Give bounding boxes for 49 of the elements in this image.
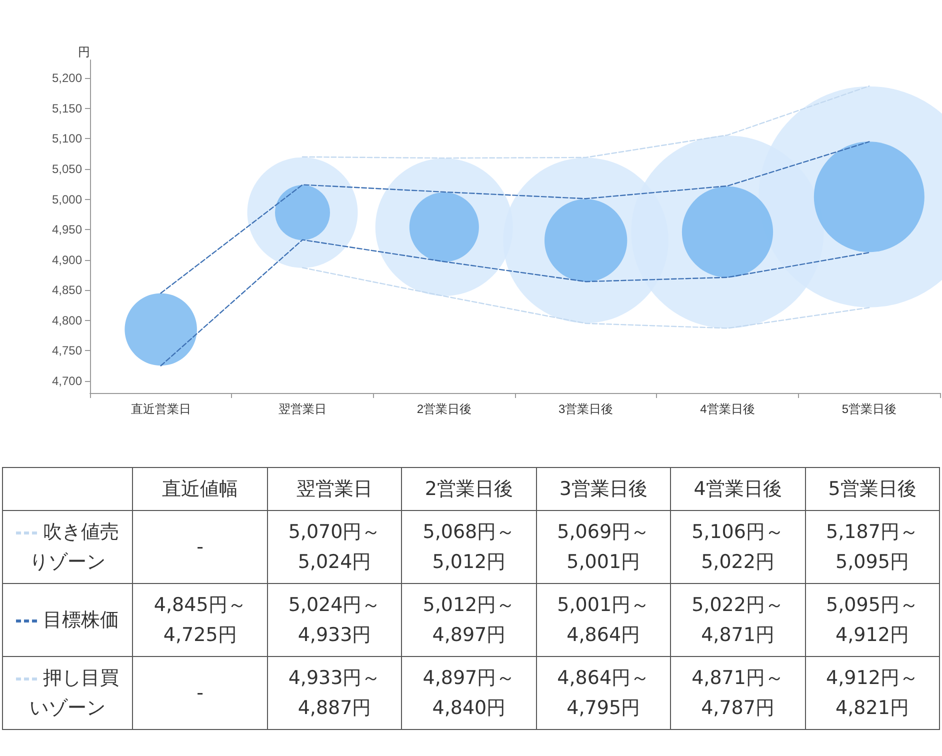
y-tick-label: 4,700 — [52, 374, 82, 388]
y-tick-label: 5,150 — [52, 101, 82, 116]
y-tick-label: 4,850 — [52, 283, 82, 298]
data-label: 5,069円～5,001円 — [536, 510, 671, 584]
data-label: 5,070円～5,024円 — [267, 510, 402, 584]
text: 直近値幅 — [132, 468, 268, 510]
line-series — [302, 85, 870, 159]
text: - — [196, 682, 204, 704]
data-label: 4,933円～4,887円 — [267, 656, 402, 730]
data-label: 5,022円～4,871円 — [670, 584, 805, 656]
data-label: 5,187円～5,095円 — [805, 510, 940, 584]
x-tick-label: 直近営業日 — [130, 402, 191, 416]
category-label: 3営業日後 — [559, 478, 648, 500]
data-label: 4,912円～4,821円 — [805, 656, 940, 730]
y-tick-label: 4,800 — [52, 313, 82, 328]
x-tick-label: 2営業日後 — [416, 402, 472, 416]
x-tick-label: 3営業日後 — [558, 402, 614, 416]
category-label: 4営業日後 — [694, 478, 782, 500]
legend-label: 吹き値売りゾーン — [30, 521, 120, 573]
y-tick-label: 5,000 — [52, 192, 82, 206]
data-label: 4,871円～4,787円 — [670, 656, 805, 730]
y-axis-title: 円 — [78, 45, 90, 59]
text: - — [196, 536, 204, 558]
data-label: 5,012円～4,897円 — [402, 584, 536, 656]
y-tick-label: 5,050 — [52, 162, 82, 176]
x-tick-label: 翌営業日 — [278, 402, 326, 416]
category-label: 5営業日後 — [828, 478, 916, 500]
data-label: 5,024円～4,933円 — [267, 584, 402, 656]
legend-label: 押し目買いゾーン — [30, 667, 120, 719]
line-series — [160, 141, 870, 294]
data-label: 5,095円～4,912円 — [805, 584, 940, 656]
x-tick-label: 5営業日後 — [842, 402, 897, 416]
y-tick-label: 5,100 — [52, 132, 82, 146]
category-label: 翌営業日 — [296, 478, 373, 500]
data-label: 4,897円～4,840円 — [402, 656, 536, 730]
data-label: 5,106円～5,022円 — [670, 510, 805, 584]
category-label: 2営業日後 — [424, 478, 513, 500]
data-label: 4,864円～4,795円 — [536, 656, 671, 730]
data-label: 4,845円～4,725円 — [132, 584, 268, 656]
data-label: 5,001円～4,864円 — [536, 584, 671, 656]
y-tick-label: 4,900 — [52, 252, 82, 267]
line-series — [302, 267, 870, 329]
line-series — [160, 239, 870, 366]
y-tick-label: 5,200 — [52, 71, 82, 86]
legend-label: 目標株価 — [43, 609, 120, 631]
y-tick-label: 4,750 — [52, 344, 82, 358]
y-tick-label: 4,950 — [52, 222, 82, 237]
data-label: 5,068円～5,012円 — [402, 510, 536, 584]
x-tick-label: 4営業日後 — [700, 402, 755, 416]
